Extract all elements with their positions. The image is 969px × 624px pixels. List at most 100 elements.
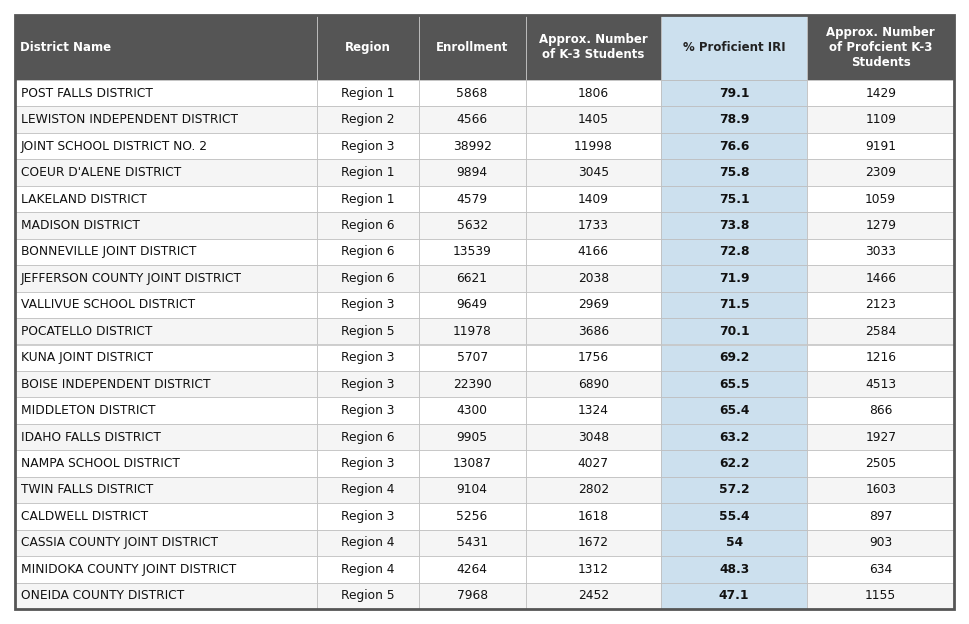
Bar — [419, 186, 525, 212]
Text: 1405: 1405 — [578, 113, 609, 126]
Text: 9104: 9104 — [456, 484, 487, 497]
Bar — [15, 107, 317, 133]
Bar — [807, 159, 954, 186]
Text: 4513: 4513 — [865, 378, 896, 391]
Text: Region 4: Region 4 — [341, 484, 394, 497]
Bar — [419, 530, 525, 556]
Text: Region 2: Region 2 — [341, 113, 394, 126]
Text: 69.2: 69.2 — [719, 351, 749, 364]
Bar — [419, 397, 525, 424]
Bar — [317, 133, 419, 159]
Text: 6621: 6621 — [456, 272, 487, 285]
Bar — [15, 397, 317, 424]
Text: LEWISTON INDEPENDENT DISTRICT: LEWISTON INDEPENDENT DISTRICT — [21, 113, 238, 126]
Text: KUNA JOINT DISTRICT: KUNA JOINT DISTRICT — [21, 351, 153, 364]
Text: 1409: 1409 — [578, 193, 609, 205]
Bar — [807, 107, 954, 133]
Bar — [525, 159, 661, 186]
Bar — [15, 424, 317, 451]
Text: CASSIA COUNTY JOINT DISTRICT: CASSIA COUNTY JOINT DISTRICT — [21, 537, 218, 549]
Text: 3048: 3048 — [578, 431, 609, 444]
Text: 72.8: 72.8 — [719, 245, 749, 258]
Text: Region 6: Region 6 — [341, 272, 394, 285]
Text: Region 3: Region 3 — [341, 404, 394, 417]
Bar — [419, 318, 525, 344]
Text: Region 3: Region 3 — [341, 351, 394, 364]
Text: 2123: 2123 — [865, 298, 896, 311]
Bar — [419, 159, 525, 186]
Bar — [661, 15, 807, 80]
Text: 6890: 6890 — [578, 378, 609, 391]
Bar — [419, 451, 525, 477]
Text: POST FALLS DISTRICT: POST FALLS DISTRICT — [21, 87, 153, 100]
Bar — [317, 159, 419, 186]
Text: TWIN FALLS DISTRICT: TWIN FALLS DISTRICT — [21, 484, 153, 497]
Bar — [525, 133, 661, 159]
Text: 79.1: 79.1 — [719, 87, 749, 100]
Bar — [661, 133, 807, 159]
Text: Region 1: Region 1 — [341, 193, 394, 205]
Text: % Proficient IRI: % Proficient IRI — [683, 41, 786, 54]
Bar — [419, 80, 525, 107]
Text: 70.1: 70.1 — [719, 324, 749, 338]
Bar — [15, 265, 317, 291]
Text: 4027: 4027 — [578, 457, 609, 470]
Text: 55.4: 55.4 — [719, 510, 749, 523]
Text: Region 6: Region 6 — [341, 431, 394, 444]
Text: 3686: 3686 — [578, 324, 609, 338]
Text: 71.5: 71.5 — [719, 298, 749, 311]
Text: 5868: 5868 — [456, 87, 487, 100]
Text: CALDWELL DISTRICT: CALDWELL DISTRICT — [21, 510, 148, 523]
Bar — [317, 503, 419, 530]
Text: 57.2: 57.2 — [719, 484, 749, 497]
Text: 4166: 4166 — [578, 245, 609, 258]
Text: 1466: 1466 — [865, 272, 896, 285]
Text: 1618: 1618 — [578, 510, 609, 523]
Bar — [525, 212, 661, 239]
Bar — [317, 583, 419, 609]
Text: 2969: 2969 — [578, 298, 609, 311]
Text: Region 3: Region 3 — [341, 298, 394, 311]
Text: 5707: 5707 — [456, 351, 487, 364]
Bar — [419, 424, 525, 451]
Text: 11998: 11998 — [574, 140, 612, 153]
Text: MIDDLETON DISTRICT: MIDDLETON DISTRICT — [21, 404, 155, 417]
Bar — [419, 239, 525, 265]
Bar — [419, 503, 525, 530]
Bar — [807, 318, 954, 344]
Text: JOINT SCHOOL DISTRICT NO. 2: JOINT SCHOOL DISTRICT NO. 2 — [21, 140, 208, 153]
Bar — [807, 212, 954, 239]
Bar — [807, 15, 954, 80]
Bar — [317, 451, 419, 477]
Bar — [661, 503, 807, 530]
Bar — [15, 291, 317, 318]
Text: Region 3: Region 3 — [341, 457, 394, 470]
Bar — [807, 477, 954, 503]
Bar — [807, 291, 954, 318]
Bar — [661, 265, 807, 291]
Text: VALLIVUE SCHOOL DISTRICT: VALLIVUE SCHOOL DISTRICT — [21, 298, 195, 311]
Bar — [807, 556, 954, 583]
Bar — [807, 239, 954, 265]
Text: 1429: 1429 — [865, 87, 896, 100]
Bar — [317, 397, 419, 424]
Text: 866: 866 — [869, 404, 892, 417]
Text: 4264: 4264 — [456, 563, 487, 576]
Text: Region 1: Region 1 — [341, 87, 394, 100]
Bar — [661, 371, 807, 397]
Bar — [525, 530, 661, 556]
Bar — [807, 80, 954, 107]
Bar — [419, 291, 525, 318]
Text: Region: Region — [345, 41, 391, 54]
Bar — [419, 133, 525, 159]
Bar — [661, 107, 807, 133]
Text: 75.1: 75.1 — [719, 193, 749, 205]
Bar — [15, 186, 317, 212]
Bar — [15, 451, 317, 477]
Text: 1312: 1312 — [578, 563, 609, 576]
Text: 1927: 1927 — [865, 431, 896, 444]
Text: 2802: 2802 — [578, 484, 609, 497]
Bar — [419, 583, 525, 609]
Text: 1324: 1324 — [578, 404, 609, 417]
Bar — [317, 556, 419, 583]
